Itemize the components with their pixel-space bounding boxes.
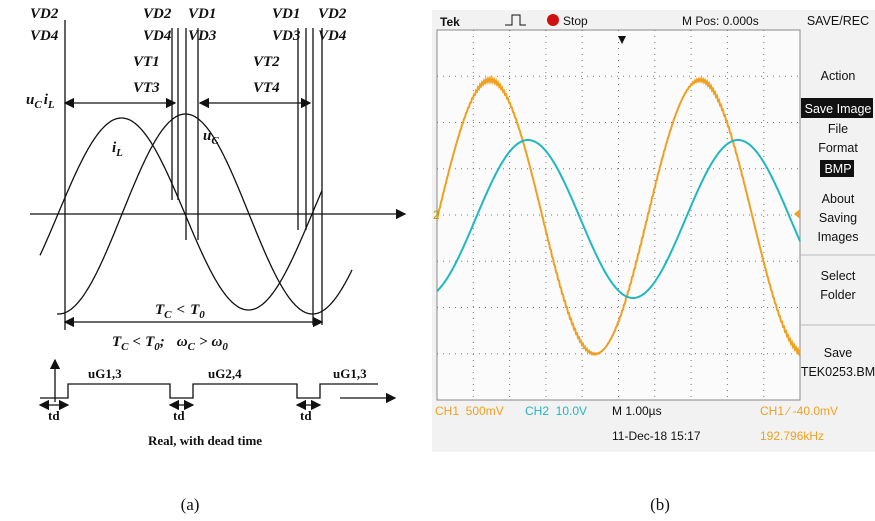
symbol: ω [177,334,188,350]
menu-item[interactable]: Images [818,230,859,244]
transistor-label: VT1 [133,54,160,70]
timebase: M 1.00µs [612,404,662,418]
menu-item[interactable]: Action [821,69,856,83]
frequency: 192.796kHz [760,429,824,443]
transistor-label: VT4 [253,80,280,96]
separator: ; [160,334,165,350]
note: Real, with dead time [148,433,262,448]
gate-label: uG1,3 [333,366,367,381]
panel-a: VD2 VD4 VD2 VD4 VD1 VD3 VD1 VD3 VD2 VD4 … [26,6,405,514]
menu-item[interactable]: Folder [820,288,855,302]
menu-item[interactable]: TEK0253.BM [801,365,875,379]
subscript: C [211,135,219,147]
menu-item[interactable]: Save Image [805,102,872,116]
dead-time-label: td [48,408,60,423]
timestamp: 11-Dec-18 15:17 [612,429,701,443]
trigger-readout: CH1 ∕ -40.0mV [760,404,838,418]
symbol: u [26,92,34,108]
run-indicator [547,14,559,26]
subscript: 0 [222,341,228,353]
symbol: ω [212,334,223,350]
menu-item[interactable]: File [828,122,848,136]
curve-label: uC [203,128,219,147]
panel-b: 2 Tek Stop M Pos: 0.000s SAVE/REC Action… [432,10,875,514]
run-status: Stop [563,14,588,28]
switch-label: VD3 [188,28,217,44]
relation: < [133,334,142,350]
switch-label: VD1 [188,6,216,22]
ch2-marker: 2 [433,208,440,222]
relation: > [199,334,208,350]
switch-label: VD4 [318,28,347,44]
menu-item[interactable]: BMP [824,162,851,176]
curve-label: iL [112,140,123,159]
dead-time-label: td [300,408,312,423]
menu-item[interactable]: Format [818,141,858,155]
dead-time-label: td [173,408,185,423]
menu-item[interactable]: Saving [819,211,857,225]
subscript: C [34,99,42,111]
horizontal-position: M Pos: 0.000s [682,14,759,28]
relation: < [177,302,186,318]
switch-label: VD2 [318,6,347,22]
symbol: u [203,128,211,144]
subscript: L [115,147,123,159]
switch-label: VD2 [30,6,59,22]
subscript: C [121,341,129,353]
menu-item[interactable]: Select [821,269,856,283]
brand: Tek [440,15,460,29]
figure: VD2 VD4 VD2 VD4 VD1 VD3 VD1 VD3 VD2 VD4 … [0,0,875,521]
ch2-readout: CH2 10.0V [525,404,587,418]
gate-label: uG2,4 [208,366,242,381]
caption: (b) [650,495,670,514]
gate-signal [40,384,378,398]
condition: TC<T0;ωC>ω0 [112,334,228,353]
subscript: C [188,341,196,353]
transistor-label: VT2 [253,54,280,70]
menu-title: SAVE/REC [807,14,869,28]
subscript: 0 [199,309,205,321]
switch-label: VD4 [30,28,59,44]
subscript: C [164,309,172,321]
subscript: L [47,99,55,111]
gate-label: uG1,3 [88,366,122,381]
menu-item[interactable]: Save [824,346,853,360]
period-label: TC<T0 [155,302,205,321]
ch1-readout: CH1 500mV [435,404,504,418]
switch-label: VD1 [272,6,300,22]
transistor-label: VT3 [133,80,160,96]
switch-label: VD4 [143,28,172,44]
caption: (a) [181,495,200,514]
menu-item[interactable]: About [822,192,855,206]
switch-label: VD3 [272,28,301,44]
switch-label: VD2 [143,6,172,22]
